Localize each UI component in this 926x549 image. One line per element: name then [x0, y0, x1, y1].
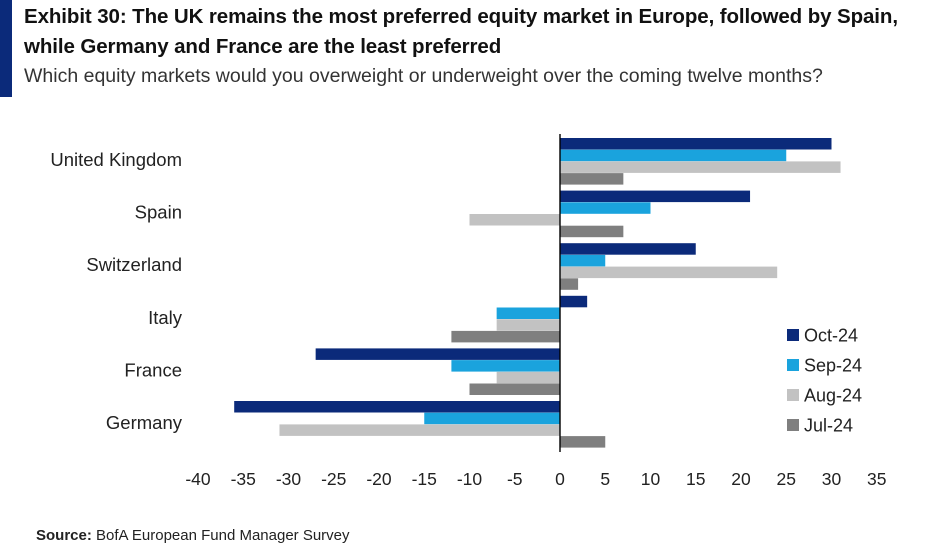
x-tick-label: -35 — [231, 469, 256, 489]
category-label: Switzerland — [86, 254, 182, 275]
source-note: Source: BofA European Fund Manager Surve… — [36, 527, 350, 544]
bar — [560, 436, 606, 448]
chart-subtitle: Which equity markets would you overweigh… — [24, 65, 823, 87]
bar — [560, 266, 778, 279]
bar — [469, 214, 560, 226]
source-text: BofA European Fund Manager Survey — [96, 527, 350, 544]
x-tick-label: 35 — [867, 469, 886, 489]
x-tick-label: 5 — [600, 469, 610, 489]
bar — [424, 412, 560, 425]
bar — [560, 161, 841, 173]
x-tick-label: -30 — [276, 469, 302, 489]
category-label: United Kingdom — [50, 149, 182, 170]
bar — [560, 254, 606, 267]
bar — [560, 149, 787, 162]
bar — [560, 190, 751, 203]
bar — [560, 225, 624, 238]
bar — [560, 138, 832, 150]
x-tick-label: 0 — [555, 469, 565, 489]
category-label: Italy — [148, 307, 183, 328]
bar — [560, 202, 651, 214]
bar — [451, 330, 560, 343]
bar — [279, 424, 560, 436]
bar — [451, 360, 560, 372]
x-tick-label: 30 — [822, 469, 842, 489]
accent-bar — [0, 0, 12, 97]
bar — [234, 401, 560, 413]
x-tick-label: 10 — [641, 469, 661, 489]
bar — [315, 348, 560, 360]
x-tick-label: -10 — [457, 469, 483, 489]
bar — [560, 278, 579, 290]
x-tick-label: -40 — [185, 469, 211, 489]
bar — [496, 319, 560, 331]
x-tick-label: 15 — [686, 469, 705, 489]
bar — [496, 371, 560, 384]
chart-title: Exhibit 30: The UK remains the most pref… — [24, 5, 898, 58]
bar — [469, 383, 560, 395]
x-tick-label: -5 — [507, 469, 523, 489]
category-label: France — [124, 359, 182, 380]
x-tick-label: 20 — [731, 469, 751, 489]
x-tick-label: -25 — [321, 469, 346, 489]
bar — [496, 307, 560, 319]
bar — [560, 295, 588, 308]
category-label: Germany — [106, 412, 183, 433]
legend-swatch — [787, 329, 799, 341]
source-label: Source: — [36, 527, 92, 544]
x-tick-label: -15 — [412, 469, 437, 489]
legend-swatch — [787, 419, 799, 431]
legend-label: Sep-24 — [804, 356, 862, 376]
bar — [560, 243, 696, 255]
legend-swatch — [787, 389, 799, 401]
legend-label: Oct-24 — [804, 326, 858, 346]
bar — [560, 173, 624, 185]
legend-label: Jul-24 — [804, 416, 853, 436]
chart-header: Exhibit 30: The UK remains the most pref… — [24, 2, 924, 89]
legend-swatch — [787, 359, 799, 371]
legend-label: Aug-24 — [804, 386, 862, 406]
category-label: Spain — [135, 202, 182, 223]
x-tick-label: -20 — [366, 469, 392, 489]
x-tick-label: 25 — [777, 469, 796, 489]
